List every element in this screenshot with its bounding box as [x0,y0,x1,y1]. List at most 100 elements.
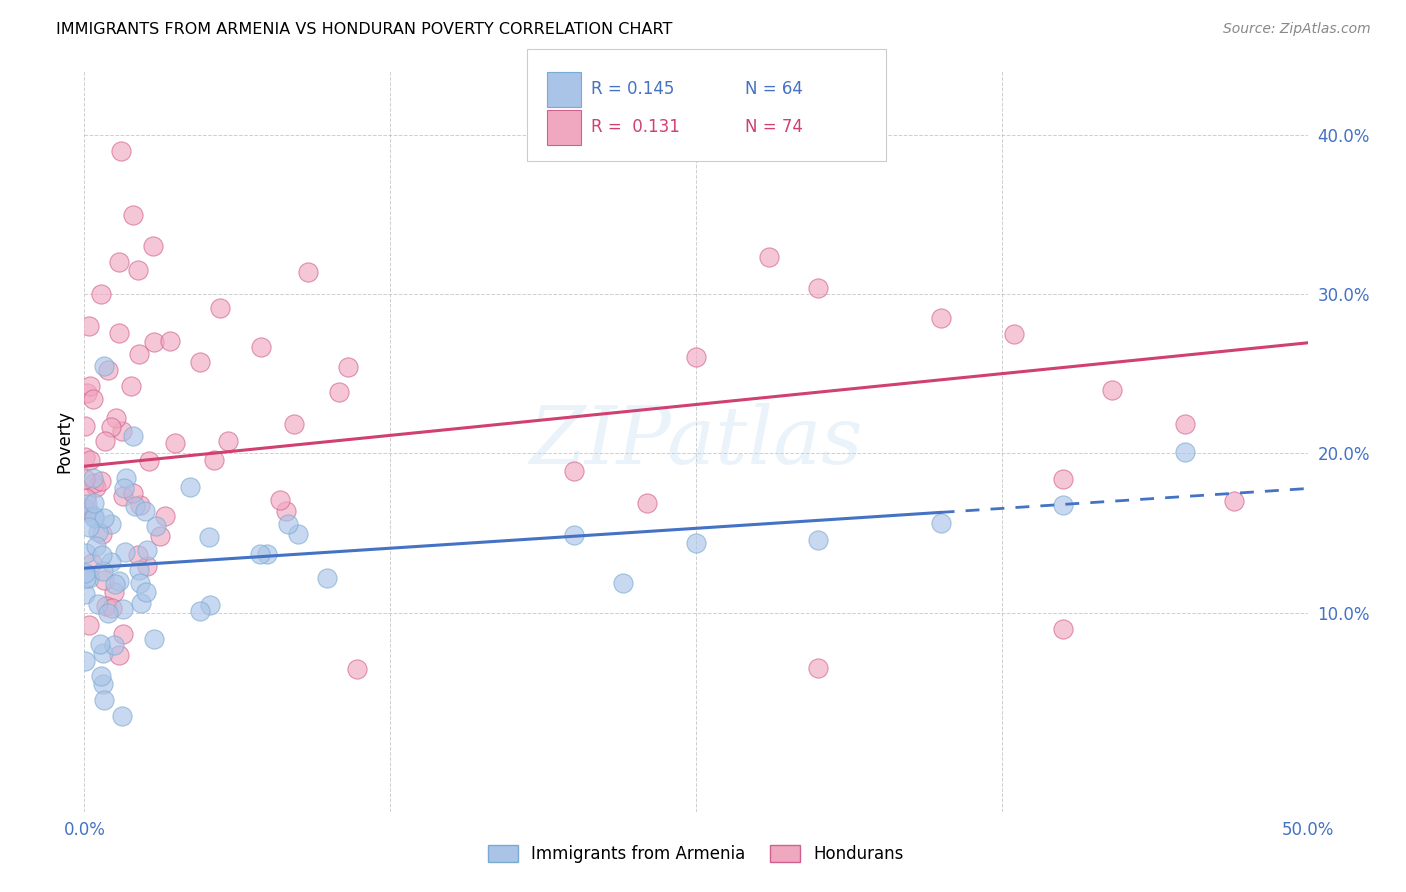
Point [128,563,150,577]
Point [316,571,339,585]
Point [87,524,110,539]
Point [142,239,165,253]
Point [93,677,115,691]
Point [83,496,105,510]
Point [188,604,211,618]
Point [82,471,104,485]
Point [249,547,271,561]
Text: ZIPatlas: ZIPatlas [529,403,863,480]
Point [758,250,780,264]
Point [111,709,134,723]
Point [1052,622,1074,636]
Point [562,528,585,542]
Point [122,486,145,500]
Point [129,575,152,590]
Point [100,555,122,569]
Point [208,301,231,315]
Point [73,472,96,486]
Legend: Immigrants from Armenia, Hondurans: Immigrants from Armenia, Hondurans [481,838,911,870]
Point [143,334,166,349]
Point [1174,444,1197,458]
Point [149,529,172,543]
Point [127,549,149,563]
Point [277,516,299,531]
Point [163,436,186,450]
Point [93,359,115,373]
Point [127,263,149,277]
Point [83,511,105,525]
Point [73,501,96,516]
Point [336,359,359,374]
Point [75,546,97,560]
Point [94,599,117,614]
Point [283,417,305,431]
Point [82,392,104,406]
Point [83,476,105,491]
Text: IMMIGRANTS FROM ARMENIA VS HONDURAN POVERTY CORRELATION CHART: IMMIGRANTS FROM ARMENIA VS HONDURAN POVE… [56,22,672,37]
Point [274,503,297,517]
Point [1174,417,1197,432]
Point [90,669,112,683]
Point [1223,493,1246,508]
Point [89,637,111,651]
Point [77,520,100,534]
Point [612,576,634,591]
Text: Source: ZipAtlas.com: Source: ZipAtlas.com [1223,22,1371,37]
Point [249,340,271,354]
Point [562,464,585,478]
Point [77,319,100,334]
Point [112,481,135,495]
Point [75,491,97,505]
Point [75,566,97,580]
Point [269,493,291,508]
Point [108,326,131,341]
Point [124,500,146,514]
Point [929,311,952,326]
Point [1101,383,1123,397]
Point [84,539,107,553]
Text: R =  0.131: R = 0.131 [591,119,679,136]
Point [75,654,97,668]
Point [134,504,156,518]
Point [97,606,120,620]
Point [111,424,134,438]
Point [73,418,96,433]
Point [104,577,127,591]
Point [1052,472,1074,486]
Point [202,452,225,467]
Point [75,450,97,464]
Point [105,410,128,425]
Point [114,545,136,559]
Point [121,429,143,443]
Point [100,517,122,532]
Point [107,648,129,663]
Point [76,498,98,512]
Point [94,434,117,448]
Point [100,601,122,615]
Point [297,265,319,279]
Point [87,598,110,612]
Point [159,334,181,348]
Point [122,208,145,222]
Text: N = 64: N = 64 [745,80,803,98]
Point [80,556,103,570]
Point [136,542,159,557]
Point [197,530,219,544]
Point [90,287,112,301]
Point [112,490,135,504]
Point [112,627,135,641]
Point [217,434,239,449]
Point [91,548,114,562]
Point [153,509,176,524]
Point [128,498,150,512]
Text: R = 0.145: R = 0.145 [591,80,673,98]
Point [200,599,222,613]
Point [77,503,100,517]
Point [97,362,120,376]
Point [346,662,368,676]
Point [179,480,201,494]
Point [136,559,159,574]
Point [188,355,211,369]
Point [84,480,107,494]
Point [128,346,150,360]
